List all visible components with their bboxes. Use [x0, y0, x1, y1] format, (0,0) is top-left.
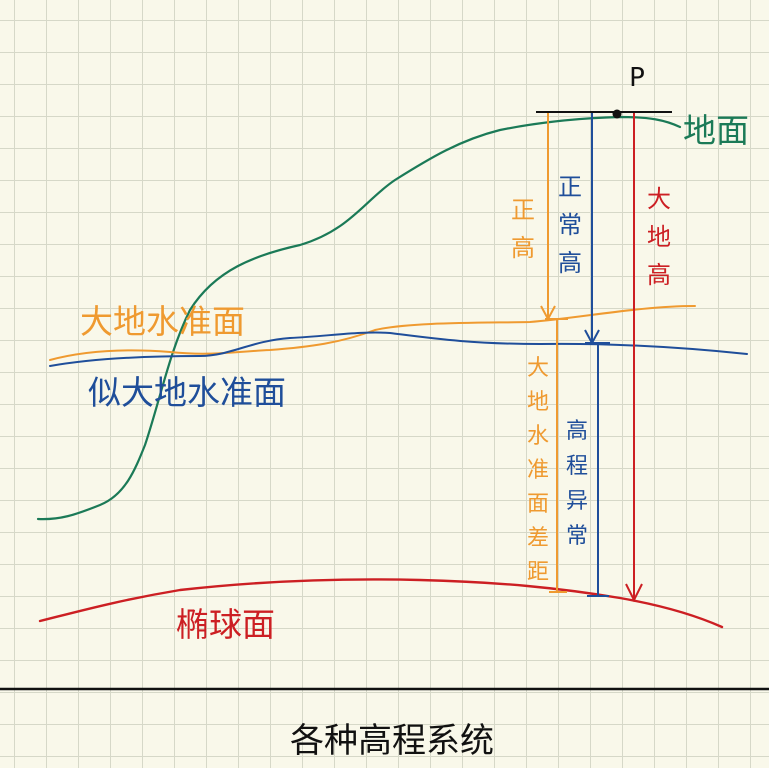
v-anom-char: 高 — [566, 419, 588, 444]
ground-surface-line — [36, 115, 682, 521]
v-normal-char: 正 — [558, 173, 582, 201]
ellipsoid-label: 椭球面 — [176, 605, 275, 644]
v-und-char: 地 — [527, 390, 549, 415]
v-geod-char: 大 — [647, 185, 671, 213]
v-und-char: 面 — [527, 492, 549, 517]
v-anom-char: 异 — [566, 489, 588, 514]
v-und-char: 距 — [527, 560, 549, 585]
v-und-char: 水 — [527, 424, 549, 449]
point-p-marker — [612, 109, 622, 119]
v-ortho-char: 高 — [511, 234, 535, 262]
quasigeoid-label: 似大地水准面 — [88, 373, 286, 412]
geoid-label: 大地水准面 — [80, 302, 245, 341]
v-geod-char: 高 — [647, 261, 671, 289]
v-anom-char: 常 — [566, 524, 588, 549]
v-und-char: 大 — [527, 356, 549, 381]
v-und-char: 差 — [527, 526, 549, 551]
ground-label: 地面 — [683, 111, 749, 150]
quasigeoid-surface-line — [49, 331, 748, 367]
v-anom-char: 程 — [566, 454, 588, 479]
normal-height-label: 正常高 — [558, 173, 582, 277]
geodetic-height-arrowhead — [625, 583, 643, 603]
ellipsoid-surface-line — [38, 578, 724, 629]
orthometric-height-label: 正高 — [511, 196, 535, 262]
v-normal-char: 高 — [558, 249, 582, 277]
diagram-title: 各种高程系统 — [290, 721, 494, 761]
v-und-char: 准 — [527, 458, 549, 483]
v-ortho-char: 正 — [511, 196, 535, 224]
v-geod-char: 地 — [647, 223, 671, 251]
geodetic-height-label: 大地高 — [647, 185, 671, 289]
v-normal-char: 常 — [558, 211, 582, 239]
point-p-label: P — [629, 63, 645, 93]
